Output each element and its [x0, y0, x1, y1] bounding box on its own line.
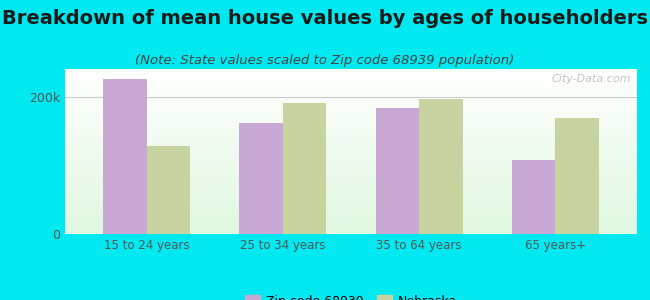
Legend: Zip code 68939, Nebraska: Zip code 68939, Nebraska — [240, 290, 462, 300]
Text: (Note: State values scaled to Zip code 68939 population): (Note: State values scaled to Zip code 6… — [135, 54, 515, 67]
Bar — [239, 123, 283, 234]
Bar — [376, 108, 419, 234]
Text: City-Data.com: City-Data.com — [552, 74, 631, 84]
Text: Breakdown of mean house values by ages of householders: Breakdown of mean house values by ages o… — [2, 9, 648, 28]
Bar — [512, 160, 555, 234]
Bar — [555, 118, 599, 234]
Bar — [419, 99, 463, 234]
Bar — [283, 103, 326, 234]
Bar — [103, 79, 147, 234]
Bar — [147, 146, 190, 234]
